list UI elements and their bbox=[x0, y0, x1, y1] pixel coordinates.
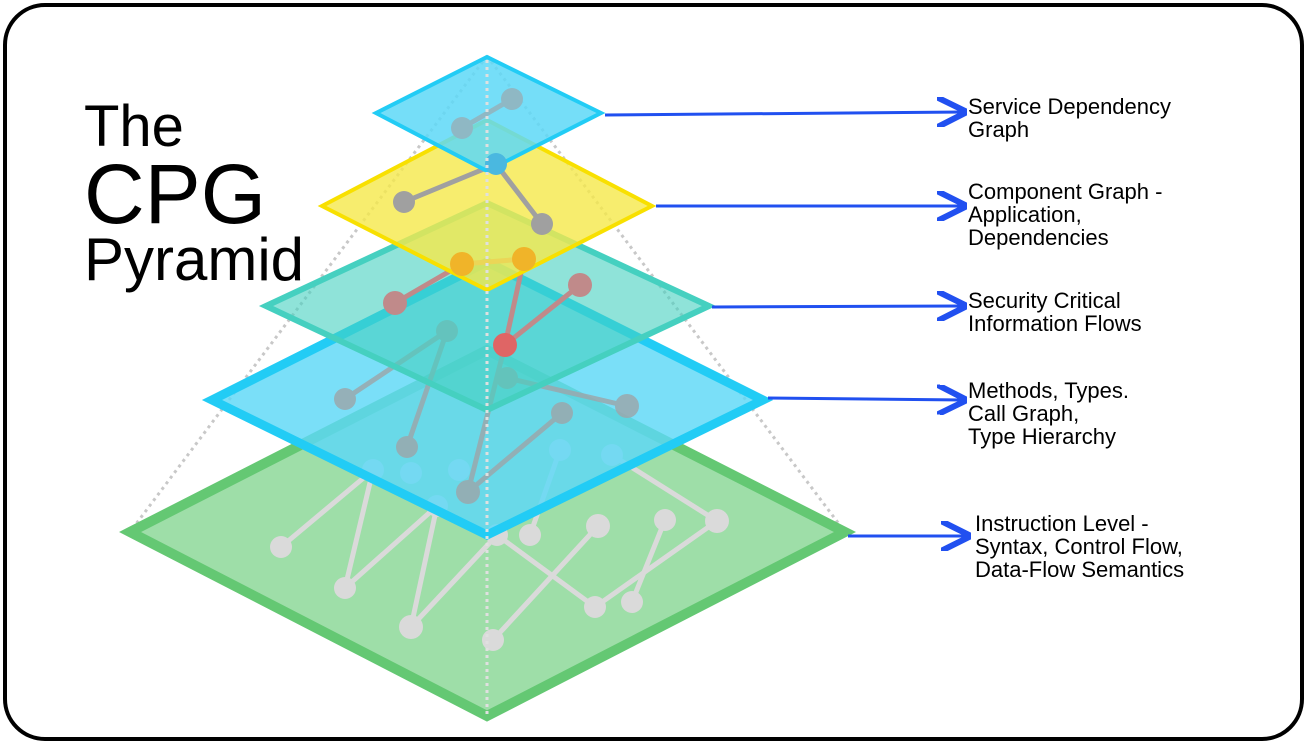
label-line: Syntax, Control Flow, bbox=[975, 534, 1183, 559]
arrow-service bbox=[604, 112, 964, 115]
label-line: Data-Flow Semantics bbox=[975, 557, 1185, 582]
label-line: Security Critical bbox=[968, 288, 1121, 313]
diagram-title: The CPG Pyramid bbox=[84, 98, 304, 290]
label-line: Service Dependency bbox=[968, 94, 1172, 119]
label-methods-types: Methods, Types. Call Graph, Type Hierarc… bbox=[968, 379, 1129, 448]
label-line: Component Graph - bbox=[968, 179, 1163, 204]
label-arrows bbox=[604, 112, 968, 536]
label-line: Graph bbox=[968, 117, 1030, 142]
label-line: Instruction Level - bbox=[975, 511, 1149, 536]
label-security-flows: Security Critical Information Flows bbox=[968, 289, 1142, 335]
label-line: Information Flows bbox=[968, 311, 1142, 336]
label-line: Application, bbox=[968, 202, 1082, 227]
label-component-graph: Component Graph - Application, Dependenc… bbox=[968, 180, 1162, 249]
title-line-1: The bbox=[84, 94, 184, 159]
title-line-3: Pyramid bbox=[84, 226, 305, 293]
title-line-2: CPG bbox=[84, 147, 267, 241]
label-line: Dependencies bbox=[968, 225, 1109, 250]
label-instruction-level: Instruction Level - Syntax, Control Flow… bbox=[975, 512, 1184, 581]
diagram-frame bbox=[3, 3, 1304, 741]
label-line: Call Graph, bbox=[968, 401, 1080, 426]
component-graph bbox=[450, 247, 536, 276]
label-line: Type Hierarchy bbox=[968, 424, 1116, 449]
arrow-security bbox=[711, 306, 964, 307]
arrow-methods bbox=[767, 398, 964, 400]
label-line: Methods, Types. bbox=[968, 378, 1130, 403]
label-service-dependency: Service Dependency Graph bbox=[968, 95, 1171, 141]
service-graph bbox=[451, 88, 523, 175]
component-graph-edges bbox=[393, 161, 553, 235]
layer-component-graph bbox=[317, 117, 657, 293]
